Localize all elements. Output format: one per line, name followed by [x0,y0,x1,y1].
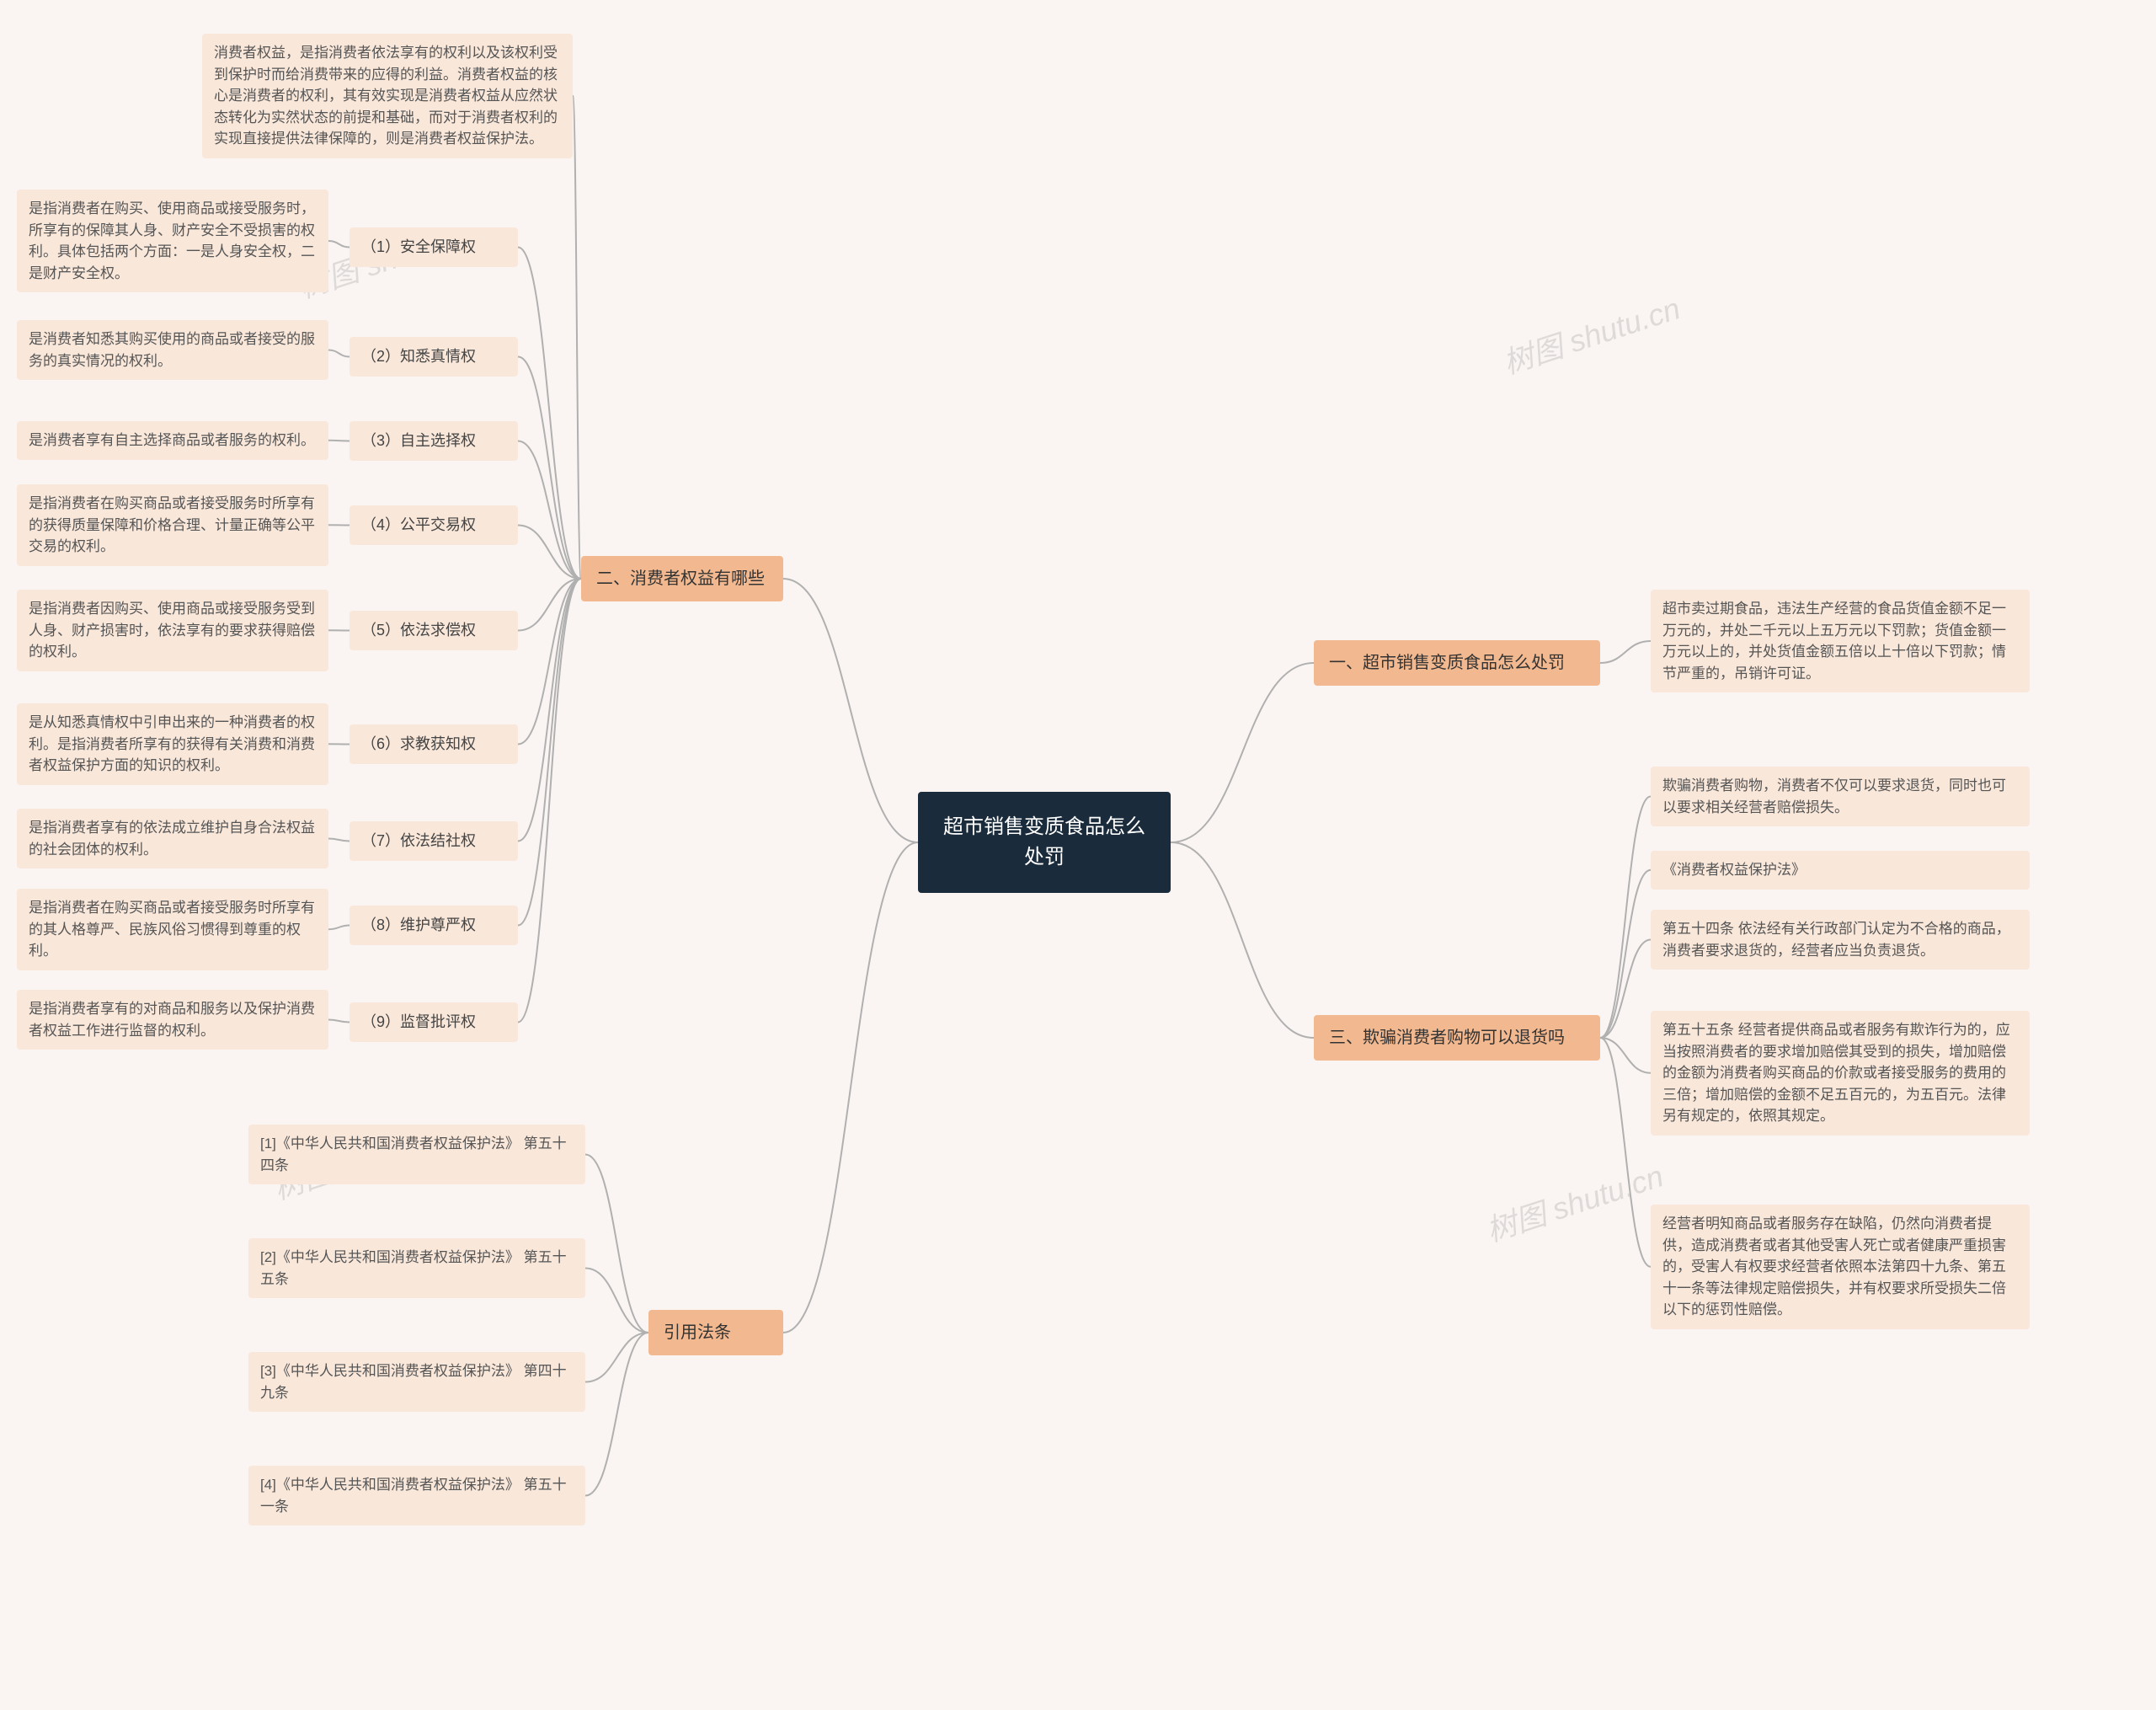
leaf-right-1-1: 《消费者权益保护法》 [1651,851,2030,890]
branch-left-1: 引用法条 [648,1310,783,1355]
sub-left-0-1: （2）知悉真情权 [350,337,518,377]
sub-left-0-6: （7）依法结社权 [350,821,518,861]
sub-left-0-8: （9）监督批评权 [350,1002,518,1042]
leaf-left-1-1: [2]《中华人民共和国消费者权益保护法》 第五十五条 [248,1238,585,1298]
leaf-left-0-0: 是指消费者在购买、使用商品或接受服务时，所享有的保障其人身、财产安全不受损害的权… [17,190,328,292]
leaf-left-1-0: [1]《中华人民共和国消费者权益保护法》 第五十四条 [248,1125,585,1184]
branch-right-1: 三、欺骗消费者购物可以退货吗 [1314,1015,1600,1061]
root-node: 超市销售变质食品怎么处罚 [918,792,1171,893]
sub-left-0-4: （5）依法求偿权 [350,611,518,650]
sub-left-0-2: （3）自主选择权 [350,421,518,461]
watermark: 树图 shutu.cn [1480,1152,1668,1251]
branch-left-0: 二、消费者权益有哪些 [581,556,783,601]
leaf-left-0-1: 是消费者知悉其购买使用的商品或者接受的服务的真实情况的权利。 [17,320,328,380]
leaf-right-1-4: 经营者明知商品或者服务存在缺陷，仍然向消费者提供，造成消费者或者其他受害人死亡或… [1651,1205,2030,1329]
leaf-right-0-0: 超市卖过期食品，违法生产经营的食品货值金额不足一万元的，并处二千元以上五万元以下… [1651,590,2030,692]
leaf-left-0-4: 是指消费者因购买、使用商品或接受服务受到人身、财产损害时，依法享有的要求获得赔偿… [17,590,328,671]
leaf-left-0-8: 是指消费者享有的对商品和服务以及保护消费者权益工作进行监督的权利。 [17,990,328,1050]
leaf-left-1-3: [4]《中华人民共和国消费者权益保护法》 第五十一条 [248,1466,585,1526]
leaf-left-0-intro: 消费者权益，是指消费者依法享有的权利以及该权利受到保护时而给消费带来的应得的利益… [202,34,573,158]
sub-left-0-5: （6）求教获知权 [350,724,518,764]
sub-left-0-3: （4）公平交易权 [350,505,518,545]
leaf-left-0-2: 是消费者享有自主选择商品或者服务的权利。 [17,421,328,460]
leaf-left-0-5: 是从知悉真情权中引申出来的一种消费者的权利。是指消费者所享有的获得有关消费和消费… [17,703,328,785]
leaf-right-1-3: 第五十五条 经营者提供商品或者服务有欺诈行为的，应当按照消费者的要求增加赔偿其受… [1651,1011,2030,1136]
leaf-left-0-3: 是指消费者在购买商品或者接受服务时所享有的获得质量保障和价格合理、计量正确等公平… [17,484,328,566]
leaf-right-1-2: 第五十四条 依法经有关行政部门认定为不合格的商品，消费者要求退货的，经营者应当负… [1651,910,2030,970]
watermark: 树图 shutu.cn [1497,285,1684,383]
leaf-right-1-0: 欺骗消费者购物，消费者不仅可以要求退货，同时也可以要求相关经营者赔偿损失。 [1651,767,2030,826]
leaf-left-1-2: [3]《中华人民共和国消费者权益保护法》 第四十九条 [248,1352,585,1412]
branch-right-0: 一、超市销售变质食品怎么处罚 [1314,640,1600,686]
sub-left-0-0: （1）安全保障权 [350,227,518,267]
leaf-left-0-6: 是指消费者享有的依法成立维护自身合法权益的社会团体的权利。 [17,809,328,868]
leaf-left-0-7: 是指消费者在购买商品或者接受服务时所享有的其人格尊严、民族风俗习惯得到尊重的权利… [17,889,328,970]
sub-left-0-7: （8）维护尊严权 [350,906,518,945]
